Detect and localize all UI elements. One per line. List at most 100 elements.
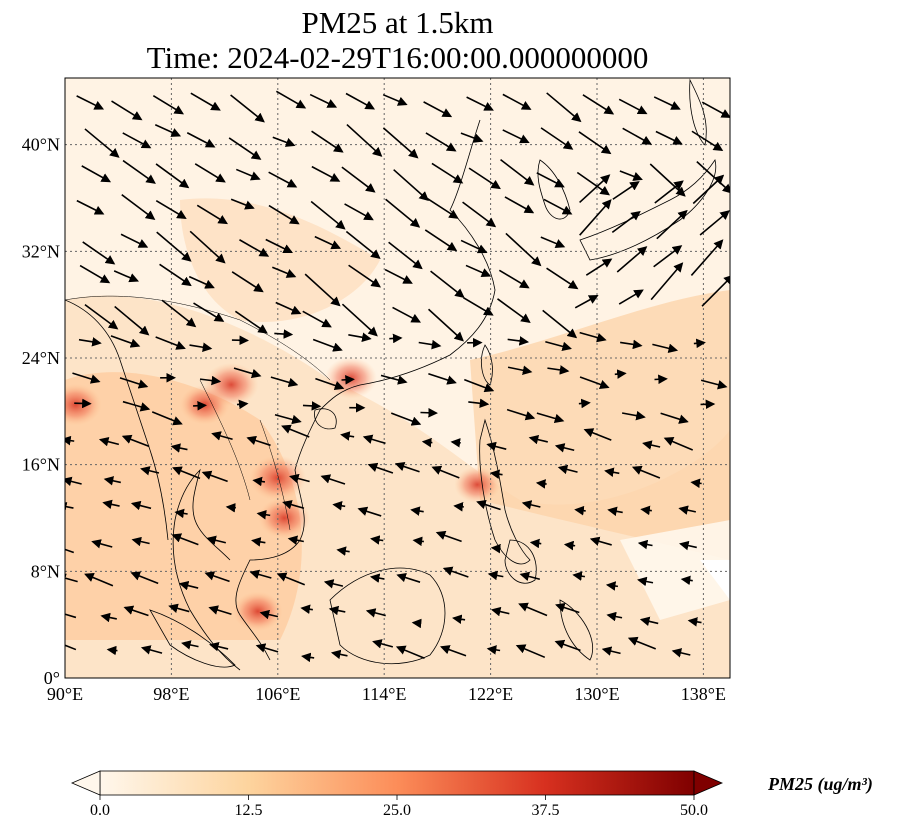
wind-arrow [627, 636, 657, 650]
wind-arrow [439, 645, 467, 657]
wind-arrow [390, 412, 422, 426]
wind-arrow [431, 465, 460, 479]
wind-arrow [341, 166, 376, 193]
wind-arrow [340, 431, 355, 441]
wind-arrow [309, 93, 338, 108]
wind-arrow [620, 339, 643, 350]
wind-arrow [486, 441, 507, 452]
lat-tick-labels: 0° 8°N 16°N 24°N 32°N 40°N [22, 135, 60, 688]
wind-arrow [418, 339, 442, 350]
wind-arrow [650, 262, 684, 301]
wind-arrow [154, 124, 182, 137]
wind-arrow [65, 476, 82, 487]
wind-arrow [239, 239, 270, 257]
wind-arrow [536, 172, 565, 188]
wind-arrow [199, 375, 222, 386]
wind-arrow [380, 374, 408, 385]
wind-arrow [690, 478, 702, 489]
wind-arrow [540, 127, 574, 150]
wind-arrow [76, 95, 105, 110]
wind-arrow [140, 466, 160, 476]
wind-arrow [155, 199, 187, 219]
wind-arrow [188, 275, 215, 289]
wind-arrow [102, 499, 120, 510]
colorbar-over-extend [693, 770, 724, 796]
wind-arrow [392, 306, 421, 323]
wind-arrow [84, 128, 120, 158]
wind-arrow [421, 437, 433, 448]
wind-arrow [311, 165, 341, 182]
wind-arrow [693, 338, 706, 349]
wind-arrow [235, 168, 261, 181]
wind-arrow [529, 538, 542, 549]
wind-arrow [382, 127, 419, 159]
colorbar-tick-label: 37.5 [532, 802, 560, 819]
wind-arrow [189, 342, 213, 352]
wind-arrow [547, 365, 570, 375]
wind-arrow [604, 467, 620, 478]
wind-arrow [427, 308, 464, 342]
wind-arrow [152, 95, 185, 115]
wind-arrow [345, 92, 376, 110]
colorbar-tick-label: 50.0 [680, 802, 708, 819]
wind-arrow [542, 309, 578, 339]
wind-arrow [546, 267, 579, 290]
wind-arrow [78, 337, 102, 347]
lat-tick-label: 24°N [22, 348, 60, 368]
lon-tick-label: 90°E [47, 684, 83, 704]
wind-arrow [420, 407, 438, 418]
wind-arrow [156, 231, 192, 262]
wind-arrow [653, 96, 681, 110]
wind-arrow [302, 310, 332, 328]
wind-arrow [555, 602, 580, 614]
wind-arrow [230, 94, 265, 123]
wind-arrow [384, 268, 413, 284]
wind-arrow [111, 100, 143, 121]
wind-arrow [426, 197, 459, 219]
lat-tick-label: 0° [44, 668, 60, 688]
wind-arrow [106, 645, 118, 656]
wind-arrow [660, 412, 689, 424]
wind-arrow [554, 443, 575, 453]
lon-tick-label: 106°E [255, 684, 300, 704]
gridlines [65, 78, 730, 678]
wind-arrow [281, 424, 310, 438]
wind-arrow [605, 581, 619, 591]
wind-arrow [452, 614, 466, 625]
wind-arrow [545, 340, 572, 352]
wind-arrow [639, 616, 659, 627]
wind-arrow [345, 230, 381, 260]
wind-arrow [300, 604, 313, 615]
wind-arrow [274, 329, 294, 339]
wind-arrow [274, 413, 302, 425]
wind-arrow [171, 533, 199, 546]
wind-arrow [585, 258, 613, 276]
wind-arrow [168, 603, 190, 613]
wind-arrow [236, 399, 249, 410]
wind-arrow [428, 372, 457, 385]
wind-arrow [193, 302, 225, 322]
wind-arrow [464, 378, 495, 393]
wind-arrow [196, 204, 228, 225]
wind-arrow [640, 505, 652, 516]
wind-arrow [268, 204, 300, 225]
wind-arrow [194, 163, 226, 183]
wind-arrow [341, 374, 355, 385]
wind-arrow [507, 365, 533, 375]
wind-arrow [234, 310, 268, 334]
wind-arrow [663, 437, 694, 451]
wind-arrow [189, 230, 226, 264]
wind-arrow [486, 645, 501, 655]
pm25-hotspot [233, 591, 283, 632]
wind-arrow [348, 264, 382, 288]
wind-arrow [502, 93, 532, 110]
wind-arrow [357, 506, 382, 517]
wind-arrow [330, 649, 348, 660]
wind-arrow [656, 209, 688, 240]
map-title-line1: PM25 at 1.5km [301, 5, 494, 40]
wind-arrow [701, 274, 730, 307]
wind-arrow [79, 264, 111, 284]
wind-arrow [161, 299, 197, 328]
wind-arrow [497, 298, 531, 324]
wind-arrow [178, 580, 199, 591]
